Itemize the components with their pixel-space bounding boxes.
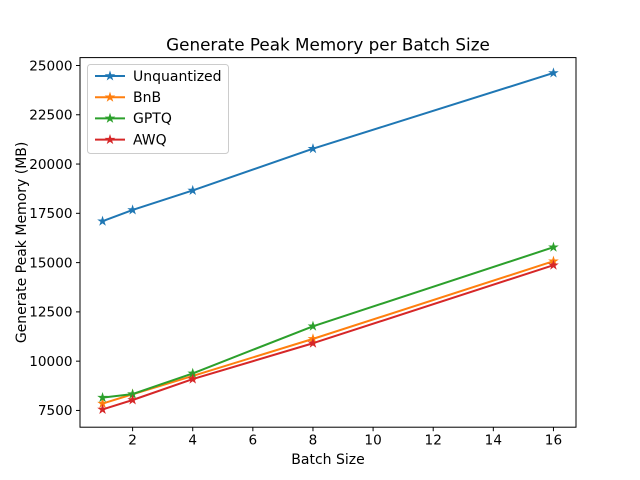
marker-star-gptq-batch-8 bbox=[307, 320, 319, 331]
x-tick-label: 4 bbox=[188, 433, 197, 449]
marker-star-gptq-batch-1 bbox=[97, 392, 108, 403]
x-tick-label: 16 bbox=[545, 433, 562, 449]
x-tick-label: 6 bbox=[249, 433, 258, 449]
y-tick-label: 25000 bbox=[29, 58, 72, 74]
y-tick-label: 22500 bbox=[29, 108, 72, 124]
y-tick-label: 12500 bbox=[29, 305, 72, 321]
marker-star-unquantized-batch-1 bbox=[97, 215, 108, 226]
marker-star-gptq-batch-2 bbox=[127, 388, 138, 399]
marker-star-bnb-batch-1 bbox=[97, 397, 108, 409]
legend-box bbox=[87, 64, 229, 154]
x-tick-label: 14 bbox=[485, 433, 502, 449]
series-line-gptq bbox=[101, 246, 555, 399]
x-tick-label: 2 bbox=[128, 433, 137, 449]
y-axis-label: Generate Peak Memory (MB) bbox=[14, 142, 30, 344]
chart-title: Generate Peak Memory per Batch Size bbox=[166, 35, 490, 55]
y-tick-label: 10000 bbox=[29, 354, 72, 370]
marker-star-unquantized-batch-8 bbox=[307, 143, 319, 154]
marker-star-gptq-batch-16 bbox=[548, 241, 559, 252]
series-layer bbox=[97, 67, 559, 414]
marker-star-unquantized-batch-4 bbox=[187, 184, 199, 195]
y-tick-label: 17500 bbox=[29, 206, 72, 222]
legend-marker-star-gptq bbox=[104, 112, 116, 123]
x-axis-label: Batch Size bbox=[291, 452, 364, 468]
y-tick-label: 7500 bbox=[38, 403, 73, 419]
x-tick-label: 8 bbox=[309, 433, 318, 449]
x-tick-label: 10 bbox=[364, 433, 381, 449]
marker-star-awq-batch-8 bbox=[307, 337, 319, 348]
marker-star-gptq-batch-4 bbox=[187, 367, 199, 378]
axes-box bbox=[79, 57, 577, 428]
marker-star-awq-batch-2 bbox=[127, 394, 138, 405]
marker-star-awq-batch-4 bbox=[187, 373, 199, 384]
marker-star-awq-batch-1 bbox=[97, 403, 108, 414]
legend-layer: Unquantized BnB GPTQ AWQ bbox=[87, 64, 229, 154]
legend-marker-star-bnb bbox=[104, 91, 116, 102]
legend-label-gptq: GPTQ bbox=[133, 111, 172, 127]
ticks-layer: 7500 10000 12500 15000 17500 20000 22500 25000 2… bbox=[29, 58, 562, 448]
legend-marker-star-unquantized bbox=[104, 70, 116, 81]
y-tick-label: 15000 bbox=[29, 255, 72, 271]
marker-star-unquantized-batch-16 bbox=[548, 67, 559, 78]
marker-star-unquantized-batch-2 bbox=[127, 204, 138, 215]
x-tick-label: 12 bbox=[425, 433, 442, 449]
legend-label-bnb: BnB bbox=[133, 90, 161, 106]
legend-label-awq: AWQ bbox=[133, 132, 167, 148]
marker-star-awq-batch-16 bbox=[548, 259, 559, 270]
y-tick-label: 20000 bbox=[29, 157, 72, 173]
series-line-awq bbox=[101, 264, 555, 411]
legend-marker-star-awq bbox=[104, 134, 116, 145]
legend-label-unquantized: Unquantized bbox=[133, 69, 222, 85]
